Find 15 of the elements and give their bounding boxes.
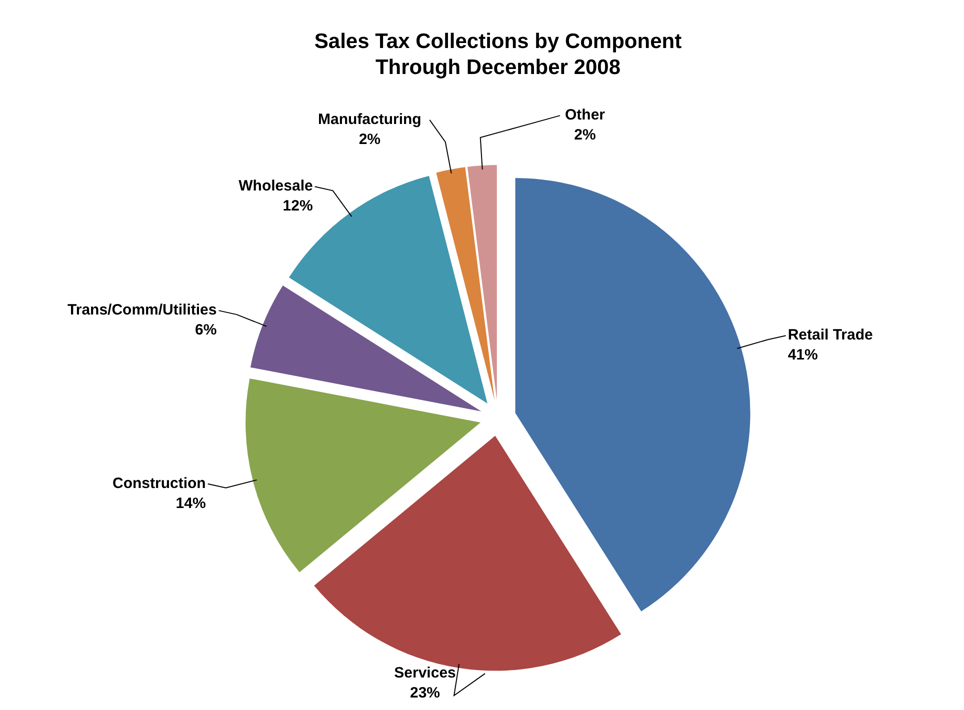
data-label: 12% [282, 198, 313, 215]
slice-label: Wholesale [238, 178, 313, 195]
slice-label: Trans/Comm/Utilities [68, 302, 217, 319]
slice-label: Manufacturing [318, 110, 422, 128]
data-label: 14% [176, 494, 206, 512]
slice-label: Services [394, 664, 456, 682]
slice-label: Retail Trade [788, 326, 873, 344]
data-label: 23% [410, 684, 440, 702]
chart-title: Sales Tax Collections by Component Through December 2008 [314, 30, 682, 79]
slice-label: Construction [112, 474, 206, 492]
data-label: 6% [195, 322, 217, 339]
data-label: 2% [574, 126, 596, 144]
slice-label: Other [565, 106, 606, 124]
data-label: 2% [358, 130, 381, 148]
data-label: 41% [788, 346, 818, 364]
